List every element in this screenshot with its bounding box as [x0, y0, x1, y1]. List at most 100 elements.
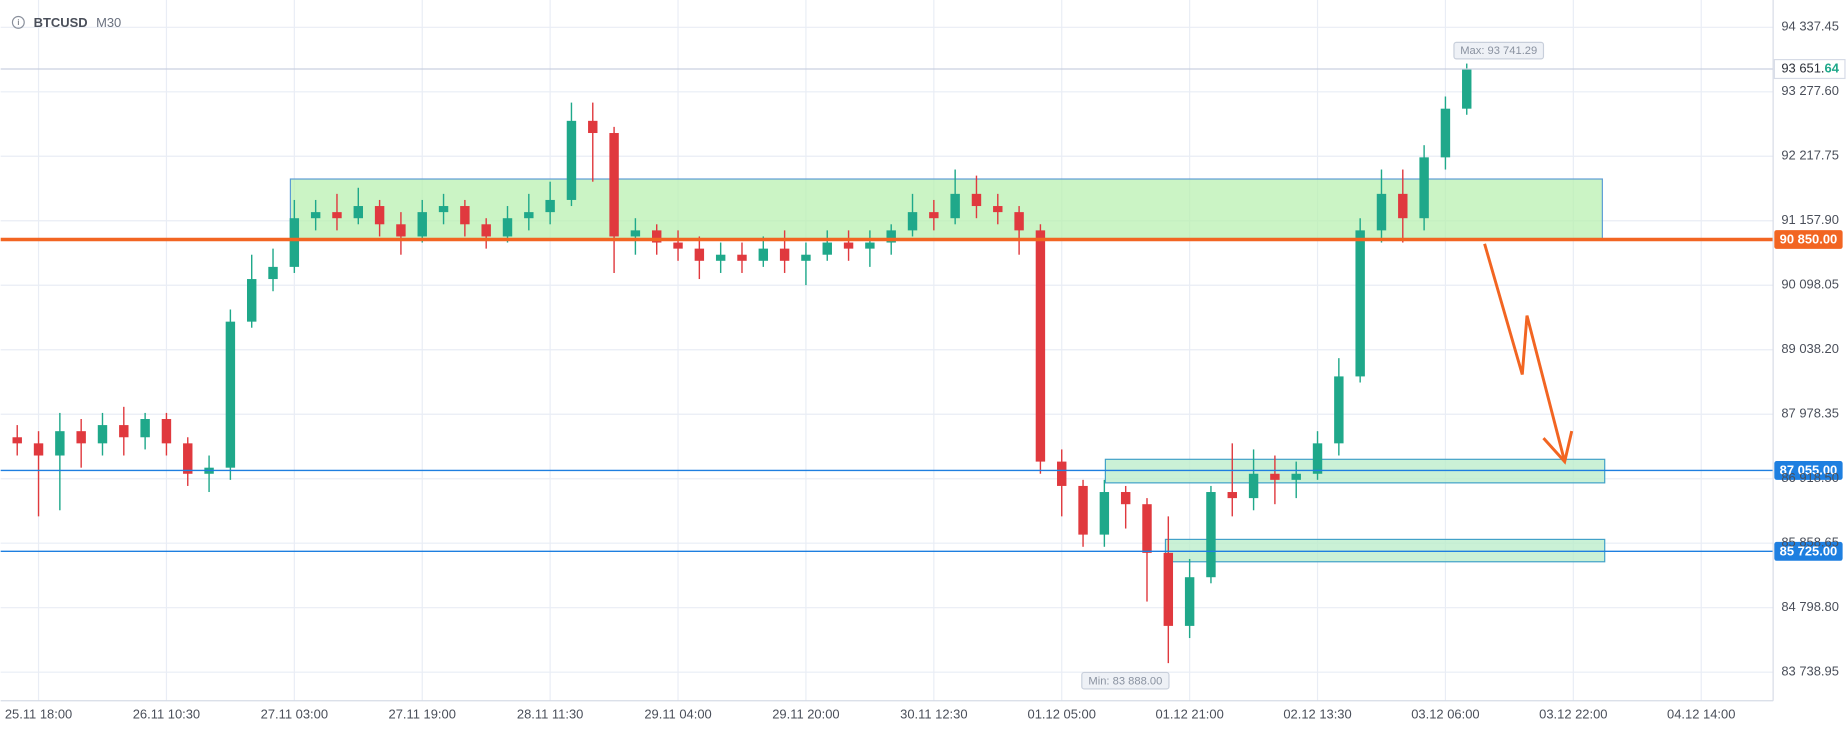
candle-body	[950, 193, 960, 219]
level-label: 85 725.00	[1780, 543, 1838, 558]
candle-body	[1057, 461, 1067, 486]
candle-body	[886, 230, 896, 243]
y-tick-label: 93 277.60	[1781, 83, 1839, 98]
level-label-box	[1774, 230, 1843, 249]
y-tick-label: 85 858.65	[1781, 535, 1839, 550]
notes: Max: 93 741.29 Min: 83 888.00	[1081, 41, 1545, 690]
candle-body	[353, 206, 363, 219]
y-tick-label: 92 217.75	[1781, 148, 1839, 163]
last-price-label: 93 651.64	[1781, 61, 1839, 76]
candle-body	[545, 199, 555, 213]
candle-body	[1078, 485, 1088, 535]
candle-body	[971, 193, 982, 207]
level-label: 90 850.00	[1780, 232, 1838, 247]
candle-body	[374, 206, 385, 225]
candle-body	[1270, 473, 1280, 480]
candle-body	[246, 279, 257, 322]
candle-body	[33, 443, 44, 456]
info-icon-glyph: i	[17, 18, 19, 27]
y-tick-label: 91 157.90	[1781, 212, 1839, 227]
candle-body	[758, 248, 769, 261]
candle-body	[865, 242, 875, 249]
symbol: BTCUSD	[34, 15, 88, 30]
min-label-box	[1081, 671, 1170, 690]
x-tick-label: 03.12 22:00	[1539, 706, 1607, 721]
candle-body	[97, 425, 108, 444]
arrow-head	[1542, 430, 1574, 465]
candle-body	[55, 431, 65, 456]
drawings	[1483, 243, 1574, 465]
y-tick-label: 87 978.35	[1781, 406, 1839, 421]
candle-body	[1334, 376, 1344, 444]
x-tick-label: 29.11 04:00	[644, 706, 711, 721]
y-tick-label: 83 738.95	[1781, 664, 1839, 679]
support-zone	[1164, 538, 1606, 563]
candle-body	[183, 443, 193, 474]
candle-body	[161, 419, 172, 444]
x-tick-label: 29.11 20:00	[772, 706, 839, 721]
candle-body	[822, 242, 832, 255]
candle-body	[801, 254, 811, 261]
candle-body	[1184, 577, 1195, 626]
candle-body	[1419, 157, 1429, 219]
x-tick-label: 28.11 11:30	[517, 706, 583, 721]
y-tick-label: 90 098.05	[1781, 277, 1839, 292]
info-icon	[11, 15, 25, 29]
x-tick-label: 01.12 21:00	[1155, 706, 1223, 721]
candle-body	[1291, 473, 1301, 480]
candle-body	[1376, 193, 1387, 231]
levels: 93 651.64 90 850.00 87 055.00 85 725.00	[0, 59, 1846, 561]
candle-body	[1312, 443, 1323, 474]
candle-body	[310, 212, 321, 219]
forecast-arrow	[1483, 243, 1567, 463]
candles	[12, 63, 1472, 664]
min-label: Min: 83 888.00	[1088, 675, 1162, 687]
header: i BTCUSD M30	[11, 15, 121, 30]
level-label: 87 055.00	[1780, 462, 1838, 477]
candle-body	[1163, 552, 1174, 626]
candle-body	[481, 224, 491, 237]
last-price-decimals: 64	[1825, 61, 1840, 76]
y-tick-label: 84 798.80	[1781, 599, 1839, 614]
level-label-box	[1774, 461, 1843, 480]
candle-body	[438, 206, 449, 213]
x-tick-label: 27.11 19:00	[389, 706, 456, 721]
candle-body	[140, 419, 150, 438]
candle-body	[1035, 230, 1046, 462]
x-tick-label: 25.11 18:00	[5, 706, 72, 721]
x-tick-label: 01.12 05:00	[1028, 706, 1096, 721]
candle-body	[737, 254, 747, 261]
timeframe: M30	[96, 15, 121, 30]
level-label-box	[1774, 541, 1843, 561]
candle-body	[460, 206, 470, 225]
candle-body	[119, 425, 129, 438]
x-tick-label: 04.12 14:00	[1667, 706, 1735, 721]
x-tick-label: 03.12 06:00	[1411, 706, 1479, 721]
last-price-box	[1773, 59, 1846, 80]
candle-body	[1099, 492, 1110, 535]
candle-body	[843, 242, 854, 249]
candle-body	[396, 224, 406, 237]
candle-body	[268, 266, 278, 280]
candle-body	[715, 254, 726, 261]
max-label: Max: 93 741.29	[1460, 45, 1537, 57]
max-label-box	[1453, 41, 1545, 60]
candle-body	[225, 321, 236, 468]
candle-body	[673, 242, 683, 249]
candle-body	[1206, 492, 1216, 578]
candle-body	[332, 212, 342, 219]
candle-body	[1120, 492, 1131, 505]
y-tick-label: 94 337.45	[1781, 19, 1839, 34]
candle-body	[907, 212, 918, 231]
candle-body	[1462, 69, 1472, 109]
x-tick-label: 27.11 03:00	[261, 706, 328, 721]
candle-body	[630, 230, 641, 237]
candle-body	[289, 218, 300, 267]
candle-body	[1248, 473, 1259, 499]
y-tick-label: 86 918.50	[1781, 470, 1839, 485]
candle-body	[588, 120, 598, 134]
candle-body	[929, 212, 939, 219]
